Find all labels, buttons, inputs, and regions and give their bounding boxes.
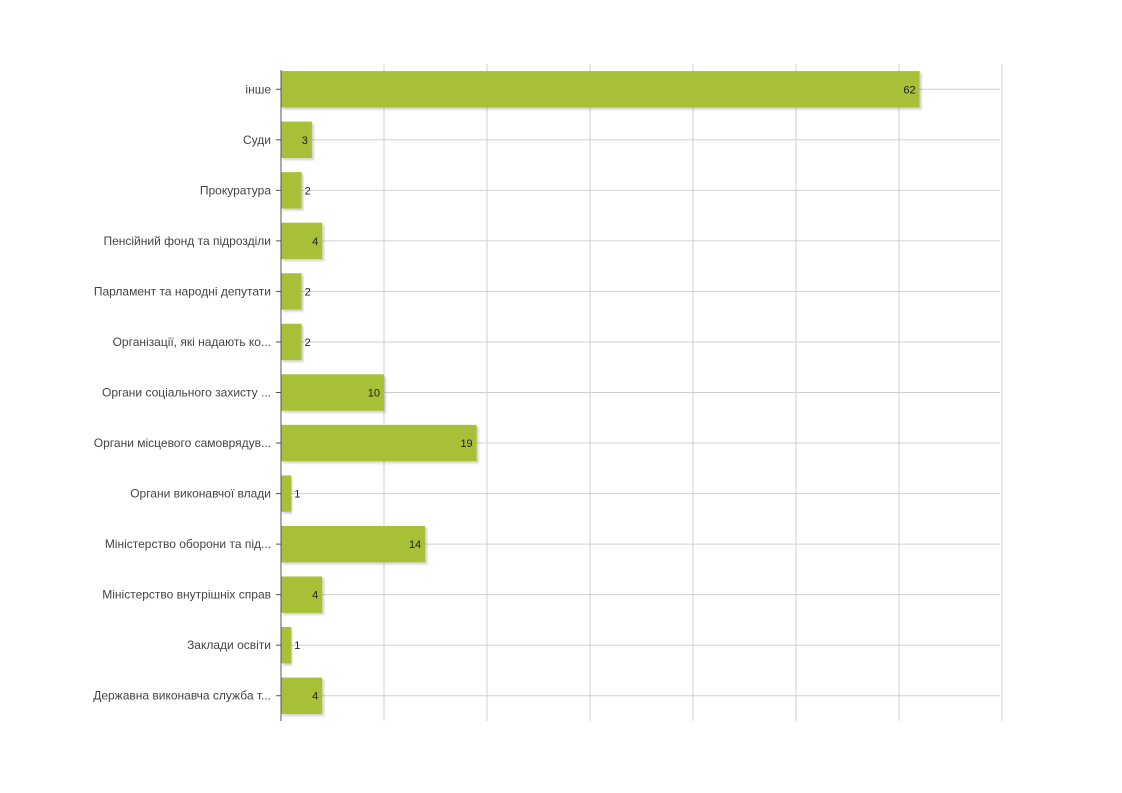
- data-label: 1: [294, 489, 300, 501]
- y-tick-label: Суди: [243, 133, 271, 147]
- bar: [281, 626, 292, 664]
- y-tick-label: Органи виконавчої влади: [130, 487, 271, 501]
- y-tick-label: Міністерство оборони та під...: [105, 537, 271, 551]
- y-tick-label: Органи місцевого самоврядув...: [94, 436, 271, 450]
- y-tick-label: Пенсійний фонд та підрозділи: [103, 234, 271, 248]
- data-label: 1: [294, 640, 300, 652]
- axes: [276, 70, 282, 721]
- y-tick-label: інше: [245, 82, 271, 96]
- y-tick-label: Заклади освіти: [187, 638, 271, 652]
- bar: [281, 374, 384, 411]
- data-label: 4: [312, 236, 318, 248]
- bar: [281, 576, 323, 613]
- bar: [281, 475, 292, 512]
- data-label: 4: [312, 590, 318, 602]
- y-tick-label: Прокуратура: [200, 183, 271, 197]
- data-label: 4: [312, 691, 318, 703]
- y-tick-label: Організації, які надають ко...: [113, 335, 271, 349]
- bar: [281, 121, 312, 159]
- data-label: 62: [903, 84, 915, 96]
- bar: [281, 323, 302, 361]
- bars: [281, 71, 920, 714]
- grid-lines: [281, 64, 1003, 721]
- y-tick-label: Державна виконавча служба т...: [93, 689, 271, 703]
- bar: [281, 677, 323, 714]
- data-label: 2: [305, 185, 311, 197]
- data-label: 3: [302, 135, 308, 147]
- y-tick-label: Парламент та народні депутати: [94, 284, 271, 298]
- data-label: 2: [305, 337, 311, 349]
- data-label: 14: [409, 539, 421, 551]
- bar: [281, 424, 477, 462]
- bar: [281, 222, 323, 260]
- bar: [281, 71, 920, 108]
- data-label: 19: [460, 438, 472, 450]
- data-label: 2: [305, 286, 311, 298]
- bar: [281, 172, 302, 209]
- labels: інше 62 Суди 3 Прокуратура 2 Пенсійний фонд та…: [93, 82, 915, 702]
- y-tick-label: Міністерство внутрішніх справ: [102, 588, 271, 602]
- bar: [281, 525, 426, 563]
- y-tick-label: Органи соціального захисту ...: [102, 386, 271, 400]
- data-label: 10: [368, 388, 380, 400]
- bar: [281, 273, 302, 310]
